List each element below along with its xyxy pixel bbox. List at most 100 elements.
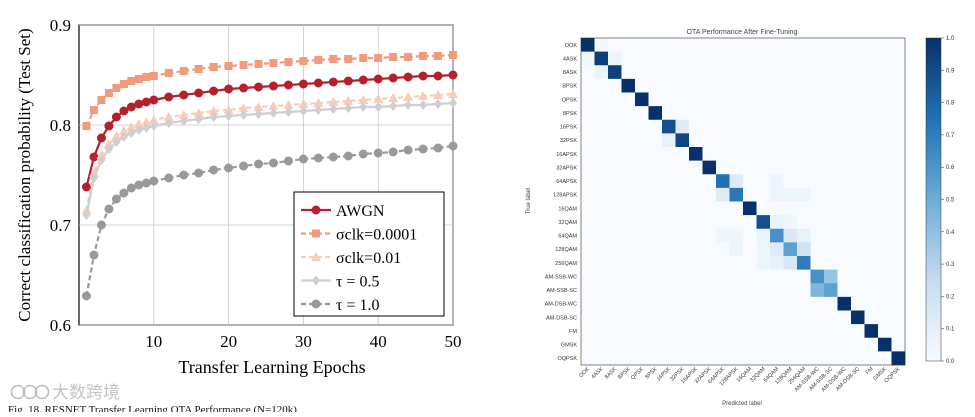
heatmap-cell (594, 283, 609, 298)
data-point (142, 123, 151, 133)
heatmap-cell (594, 296, 609, 311)
heatmap-x-tick-label: BPSK (617, 366, 632, 381)
heatmap-cell (702, 310, 717, 325)
heatmap-cell (608, 242, 622, 257)
heatmap-cell (621, 324, 636, 339)
heatmap-cell (770, 147, 784, 161)
heatmap-cell (743, 92, 757, 107)
heatmap-cell (621, 269, 636, 284)
data-point (329, 55, 338, 63)
heatmap-cell (716, 296, 730, 311)
heatmap-cell (581, 147, 595, 161)
heatmap-cell (608, 65, 622, 80)
heatmap-cell (797, 119, 811, 134)
heatmap-cell (608, 310, 622, 325)
heatmap-y-tick-label: 4ASK (563, 56, 577, 62)
heatmap-cell (594, 106, 609, 121)
heatmap-cell (797, 228, 811, 243)
heatmap-cell (891, 269, 906, 284)
heatmap-cell (878, 78, 892, 93)
heatmap-cell (648, 65, 663, 80)
heatmap-cell (702, 187, 717, 202)
heatmap-cell (729, 228, 744, 243)
heatmap-cell (662, 337, 676, 352)
heatmap-cell (851, 133, 865, 148)
heatmap-cell (878, 174, 892, 189)
heatmap-cell (702, 242, 717, 257)
heatmap-cell (581, 174, 595, 189)
heatmap-cell (635, 106, 649, 121)
data-point (96, 220, 106, 230)
heatmap-cell (621, 78, 636, 93)
heatmap-cell (864, 283, 879, 298)
colorbar-tick-label: 1.0 (946, 36, 955, 42)
heatmap-cell (770, 187, 784, 202)
heatmap-cell (824, 256, 838, 270)
heatmap-cell (635, 256, 649, 270)
y-tick-label: 0.8 (50, 116, 71, 135)
data-point (449, 98, 457, 108)
heatmap-cell (648, 283, 663, 298)
heatmap-cell (810, 187, 825, 202)
heatmap-cell (635, 324, 649, 339)
heatmap-cell (851, 38, 865, 52)
heatmap-cell (635, 187, 649, 202)
heatmap-cell (783, 174, 798, 189)
heatmap-cell (662, 242, 676, 257)
data-point (311, 252, 321, 261)
heatmap-cell (756, 215, 771, 230)
data-point (82, 210, 91, 220)
data-point (254, 109, 263, 119)
heatmap-y-tick-label: 8ASK (563, 70, 577, 76)
data-point (104, 121, 114, 131)
heatmap-cell (662, 65, 676, 80)
heatmap-x-tick-label: OOK (578, 366, 591, 379)
data-point (404, 53, 413, 61)
heatmap-cell (716, 283, 730, 298)
heatmap-cell (837, 65, 852, 80)
heatmap-cell (608, 119, 622, 134)
heatmap-cell (797, 51, 811, 66)
data-point (268, 101, 279, 110)
heatmap-cell (716, 119, 730, 134)
data-point (89, 250, 99, 260)
heatmap-cell (878, 106, 892, 121)
heatmap-cell (675, 215, 690, 230)
heatmap-cell (864, 351, 879, 366)
data-point (111, 131, 122, 140)
legend-item: σclk=0.0001 (301, 227, 417, 244)
heatmap-cell (689, 65, 703, 80)
line-chart-series (81, 51, 458, 301)
y-tick-label: 0.9 (50, 16, 71, 35)
heatmap-cell (662, 228, 676, 243)
heatmap-cell (824, 147, 838, 161)
heatmap-cell (783, 351, 798, 366)
heatmap-cell (851, 147, 865, 161)
heatmap-cell (621, 242, 636, 257)
data-point (298, 154, 308, 164)
heatmap-cell (851, 337, 865, 352)
heatmap-cell (891, 215, 906, 230)
heatmap-cell (797, 187, 811, 202)
heatmap-cell (635, 174, 649, 189)
heatmap-x-tick-label: 8ASK (604, 366, 618, 380)
heatmap-cell (878, 65, 892, 80)
heatmap-y-tick-label: 16PSK (560, 125, 577, 131)
heatmap-cell (824, 160, 838, 175)
heatmap-cell (824, 119, 838, 134)
heatmap-cell (716, 147, 730, 161)
heatmap-cell (729, 310, 744, 325)
heatmap-cell (851, 242, 865, 257)
data-point (194, 65, 203, 73)
heatmap-cell (581, 106, 595, 121)
heatmap-cell (878, 256, 892, 270)
data-point (358, 95, 369, 104)
heatmap-cell (810, 78, 825, 93)
heatmap-cell (635, 92, 649, 107)
heatmap-cell (770, 215, 784, 230)
data-point (373, 148, 383, 158)
data-point (239, 61, 248, 69)
heatmap-cell (851, 215, 865, 230)
heatmap-cell (594, 51, 609, 66)
heatmap-cell (864, 310, 879, 325)
